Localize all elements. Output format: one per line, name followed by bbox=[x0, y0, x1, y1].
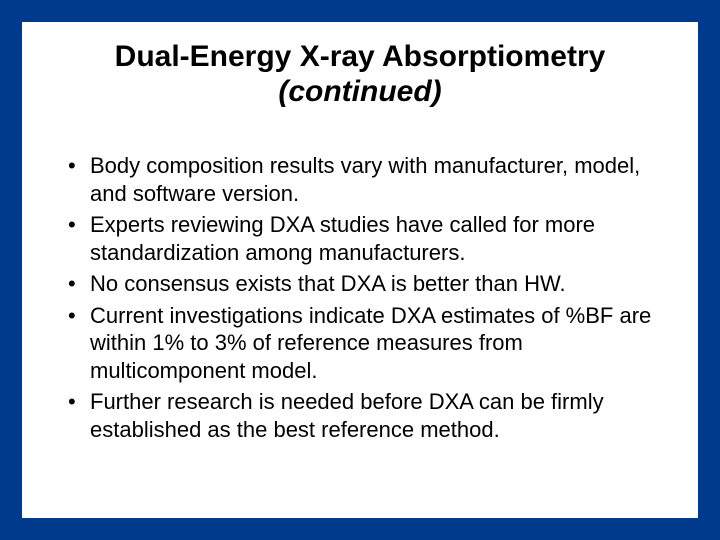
slide-title: Dual-Energy X-ray Absorptiometry (contin… bbox=[22, 40, 698, 109]
bullet-list: Body composition results vary with manuf… bbox=[90, 152, 670, 447]
list-item: No consensus exists that DXA is better t… bbox=[90, 270, 670, 298]
list-item: Experts reviewing DXA studies have calle… bbox=[90, 211, 670, 266]
list-item: Body composition results vary with manuf… bbox=[90, 152, 670, 207]
title-line-2: (continued) bbox=[22, 75, 698, 110]
title-line-1: Dual-Energy X-ray Absorptiometry bbox=[22, 40, 698, 75]
list-item: Further research is needed before DXA ca… bbox=[90, 388, 670, 443]
list-item: Current investigations indicate DXA esti… bbox=[90, 302, 670, 385]
slide: Dual-Energy X-ray Absorptiometry (contin… bbox=[0, 0, 720, 540]
